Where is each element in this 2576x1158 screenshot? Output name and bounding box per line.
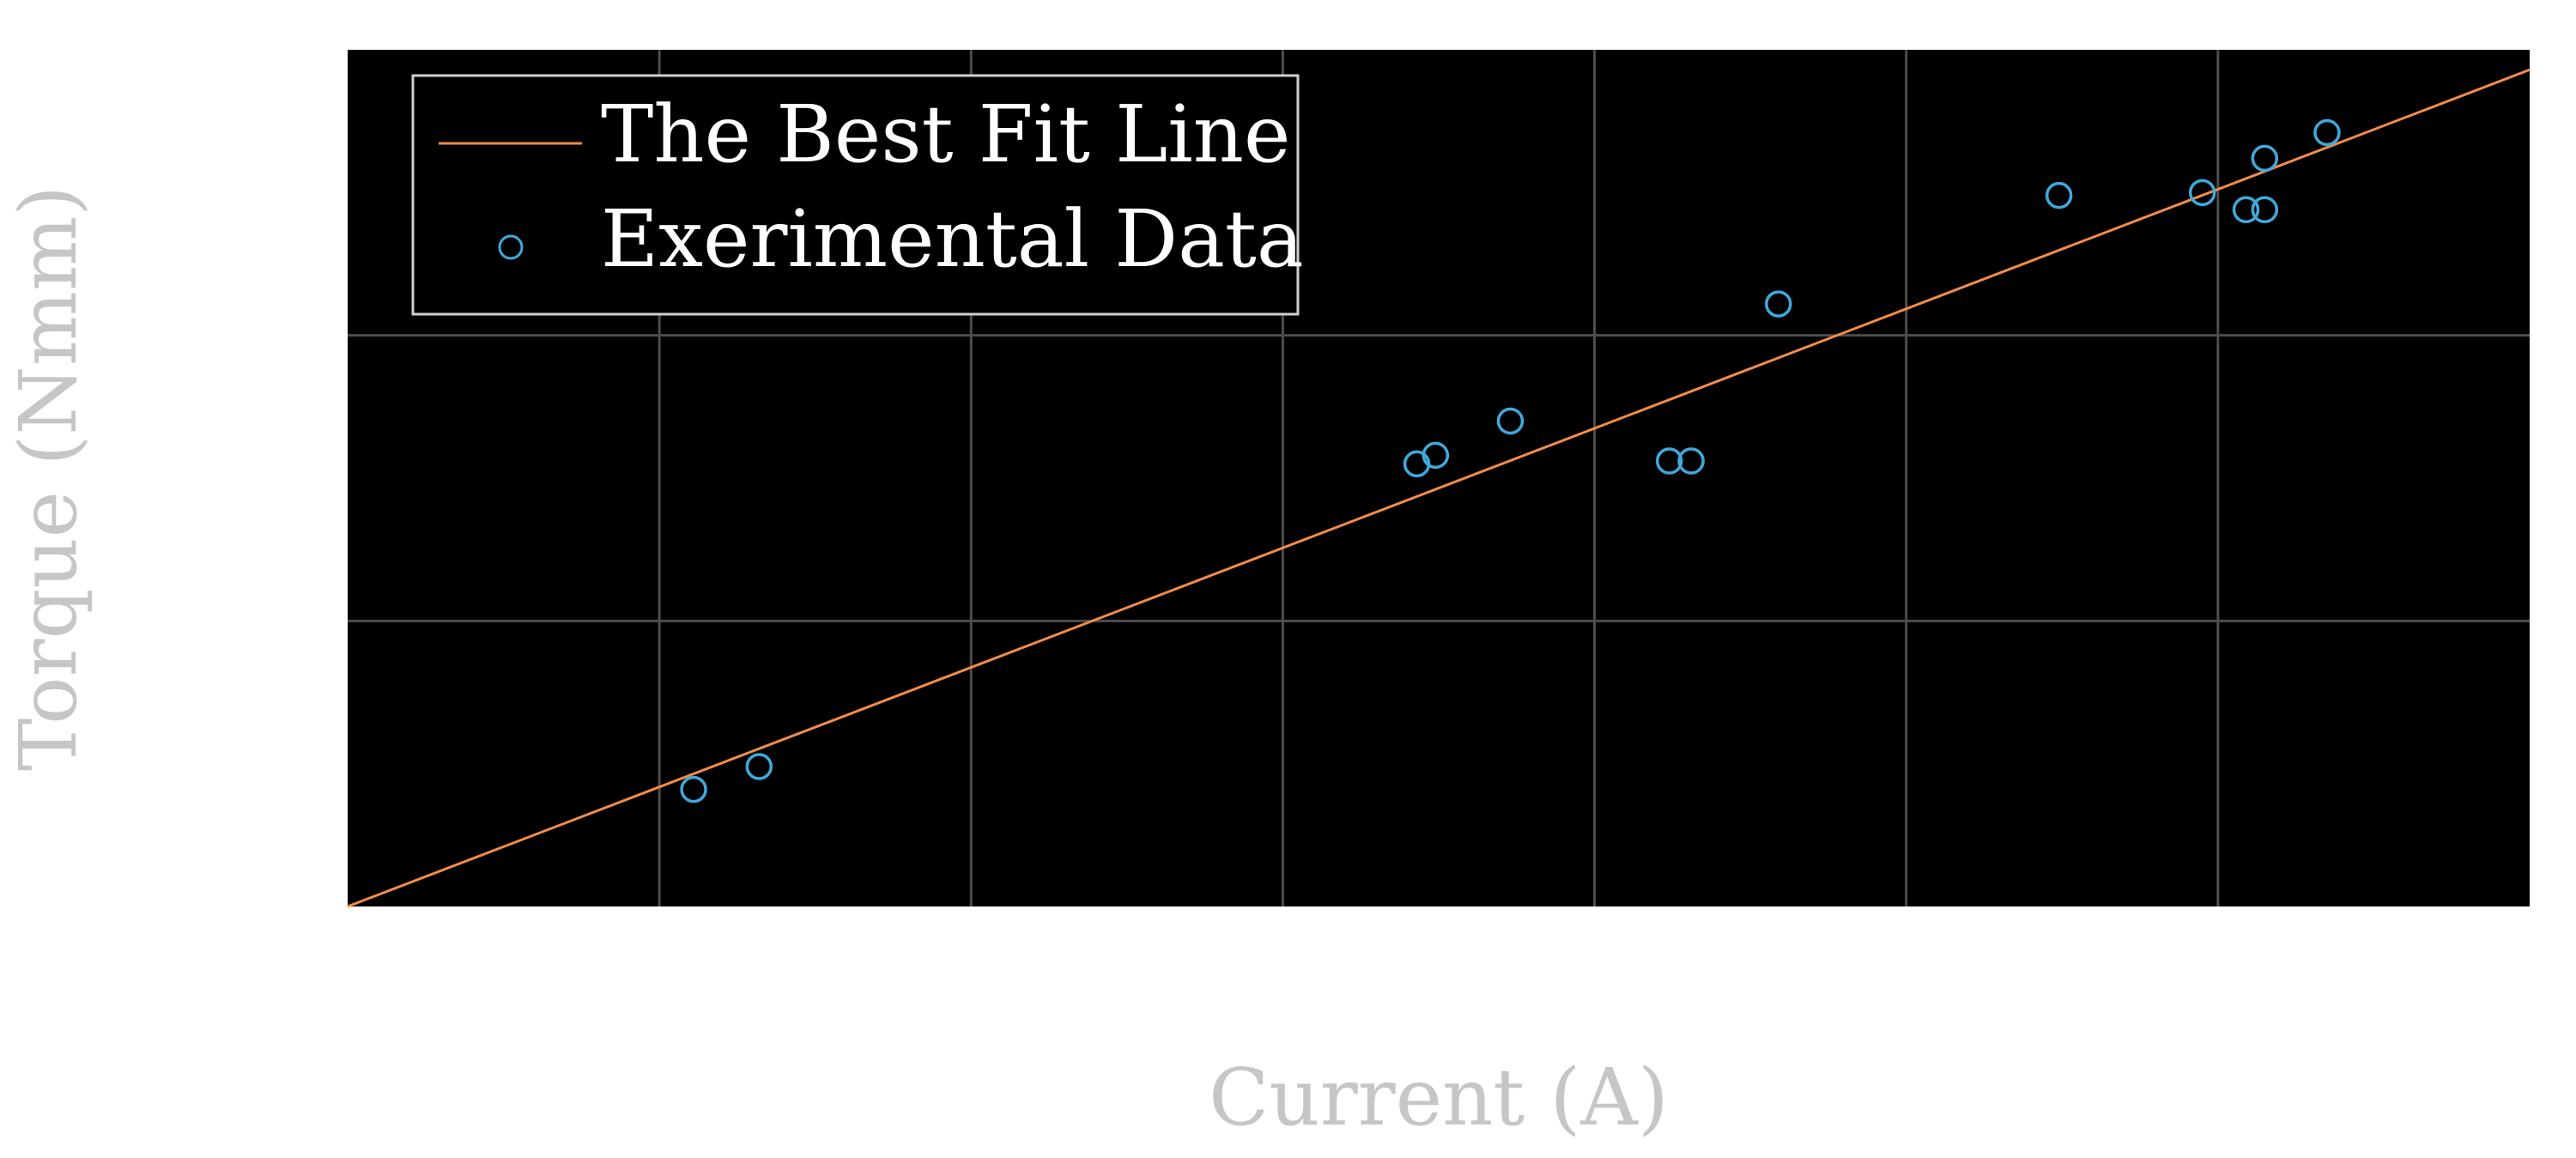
data-point bbox=[2251, 196, 2279, 224]
best-fit-line bbox=[347, 68, 2531, 908]
data-point bbox=[1496, 407, 1524, 435]
x-axis-label: Current (A) bbox=[1209, 1052, 1669, 1143]
legend-marker-swatch bbox=[498, 234, 524, 260]
legend-label-fit-line: The Best Fit Line bbox=[601, 88, 1290, 180]
data-point bbox=[1765, 290, 1792, 318]
data-point bbox=[2045, 181, 2073, 209]
legend: The Best Fit Line Exerimental Data bbox=[411, 74, 1304, 316]
data-point bbox=[2251, 144, 2279, 173]
data-point bbox=[2313, 118, 2341, 147]
data-point bbox=[1655, 447, 1683, 475]
legend-box bbox=[411, 74, 1300, 316]
data-point bbox=[1421, 441, 1450, 470]
best-fit-series bbox=[347, 68, 2531, 908]
data-point bbox=[745, 753, 773, 780]
experimental-data-series bbox=[680, 118, 2341, 803]
data-point bbox=[1677, 447, 1705, 475]
y-axis-label: Torque (Nmm) bbox=[3, 185, 94, 771]
data-point bbox=[2232, 196, 2260, 224]
legend-label-experimental-data: Exerimental Data bbox=[601, 193, 1304, 285]
data-point bbox=[680, 775, 707, 803]
data-point bbox=[2188, 179, 2216, 207]
